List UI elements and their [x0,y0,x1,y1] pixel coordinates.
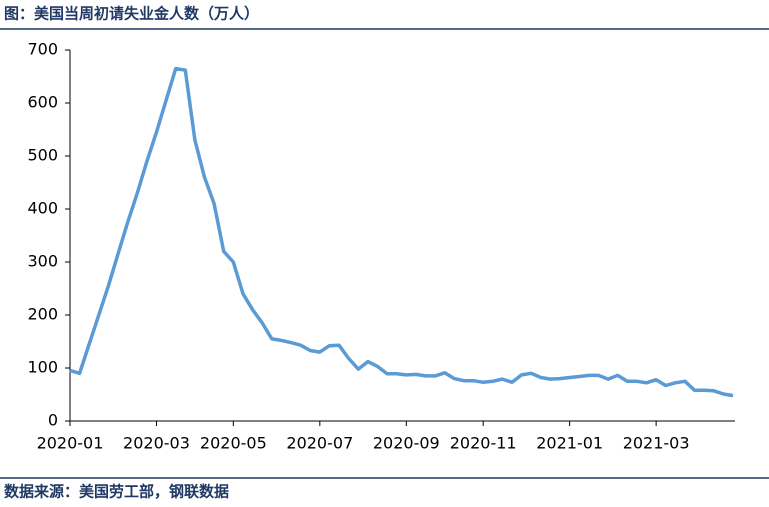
x-tick-label: 2021-01 [536,434,603,453]
y-tick-label: 700 [27,40,58,59]
y-tick-label: 500 [27,146,58,165]
y-tick-label: 400 [27,199,58,218]
data-line [69,66,734,398]
x-tick-label: 2020-01 [37,434,104,453]
y-tick-label: 200 [27,305,58,324]
y-tick-label: 300 [27,252,58,271]
x-tick-label: 2020-11 [450,434,517,453]
x-tick-label: 2020-07 [286,434,353,453]
source-note: 数据来源：美国劳工部，钢联数据 [4,483,229,501]
x-tick-label: 2021-03 [623,434,690,453]
x-tick-label: 2020-05 [200,434,267,453]
x-tick-label: 2020-09 [373,434,440,453]
chart-title: 图：美国当周初请失业金人数（万人） [4,5,259,23]
y-tick-label: 100 [27,358,58,377]
y-tick-label: 0 [48,411,58,430]
x-tick-label: 2020-03 [123,434,190,453]
y-tick-label: 600 [27,93,58,112]
